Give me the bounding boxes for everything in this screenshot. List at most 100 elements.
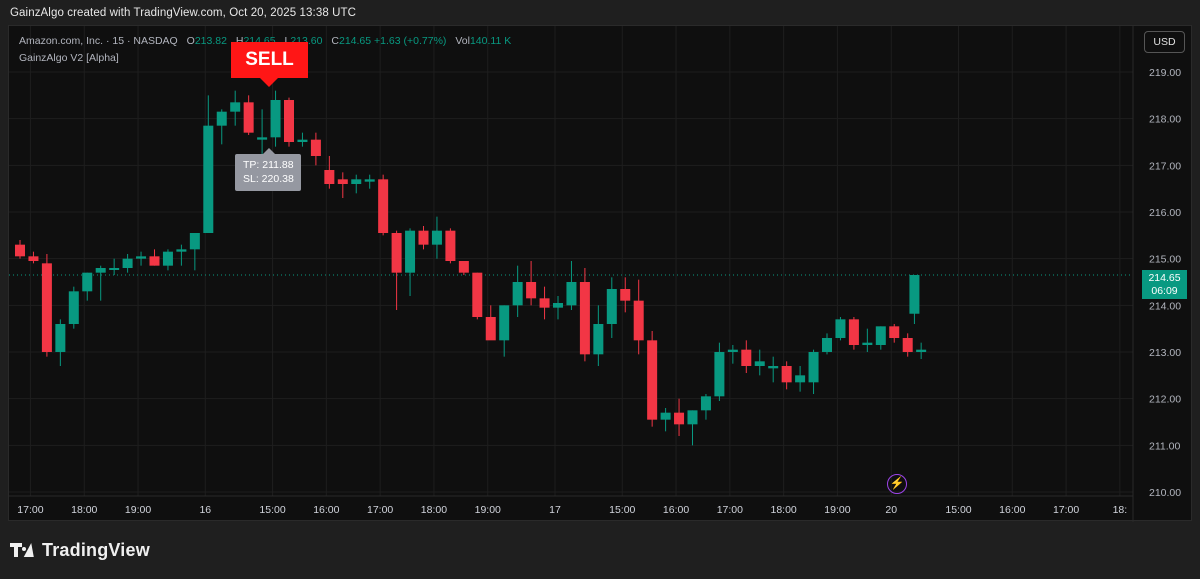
candle-body: [835, 319, 846, 338]
high-label: H: [235, 35, 244, 47]
candle-body: [754, 361, 765, 366]
volume-label: Vol: [455, 35, 470, 47]
candle-body: [378, 179, 389, 233]
candle-body: [55, 324, 66, 352]
candle-body: [822, 338, 832, 352]
y-tick-label: 211.00: [1149, 440, 1180, 452]
x-tick-label: 17:00: [717, 504, 743, 516]
x-tick-label: 17: [549, 504, 561, 516]
lightning-icon[interactable]: ⚡: [887, 474, 907, 494]
stop-loss-label: SL: 220.38: [243, 173, 294, 185]
take-profit-label: TP: 211.88: [243, 159, 294, 171]
candle-body: [445, 230, 456, 261]
candle-body: [808, 352, 819, 383]
candle-body: [230, 102, 241, 112]
candle-body: [593, 324, 604, 355]
tp-sl-pointer: [263, 148, 275, 154]
candle-body: [122, 258, 133, 268]
candle-body: [149, 256, 160, 266]
candle-body: [633, 300, 644, 341]
y-tick-label: 216.00: [1149, 207, 1181, 219]
candle-body: [405, 230, 416, 273]
x-tick-label: 19:00: [125, 504, 151, 516]
y-tick-label: 215.00: [1149, 254, 1181, 266]
candle-body: [95, 268, 106, 273]
last-price-value: 214.65: [1148, 272, 1181, 284]
close-value: 214.65: [338, 35, 372, 47]
candle-body: [741, 349, 752, 366]
candle-body: [162, 251, 173, 266]
candle-body: [916, 349, 927, 352]
y-tick-label: 210.00: [1149, 487, 1181, 499]
candle-body: [512, 282, 523, 306]
candle-body: [700, 396, 711, 411]
candle-body: [82, 272, 93, 292]
candle-body: [176, 249, 187, 252]
candle-body: [257, 137, 268, 140]
x-tick-label: 18:00: [71, 504, 97, 516]
candle-body: [499, 305, 510, 341]
x-tick-label: 19:00: [475, 504, 501, 516]
candle-body: [727, 349, 738, 352]
candle-body: [620, 289, 631, 301]
x-tick-label: 15:00: [609, 504, 635, 516]
symbol-label: Amazon.com, Inc. · 15 · NASDAQ: [19, 35, 178, 47]
x-tick-label: 16:00: [313, 504, 339, 516]
candle-body: [889, 326, 900, 338]
x-tick-label: 18:00: [421, 504, 447, 516]
volume-value: 140.11 K: [469, 35, 512, 47]
candle-body: [203, 125, 214, 233]
x-tick-label: 17:00: [17, 504, 43, 516]
y-tick-label: 213.00: [1149, 347, 1181, 359]
currency-button[interactable]: USD: [1144, 31, 1185, 53]
close-label: C: [331, 35, 339, 47]
candle-body: [364, 179, 375, 182]
y-tick-label: 219.00: [1149, 67, 1181, 79]
chart-attribution: GainzAlgo created with TradingView.com, …: [10, 7, 357, 19]
candle-body: [297, 139, 308, 142]
candle-body: [714, 352, 725, 397]
y-tick-label: 217.00: [1149, 160, 1181, 172]
chart-panel[interactable]: 210.00 211.00 212.00 213.00 214.00 215.00 216.…: [8, 25, 1193, 522]
x-tick-label: 15:00: [945, 504, 971, 516]
x-tick-label: 16: [199, 504, 211, 516]
candle-body: [284, 100, 294, 142]
x-tick-label: 18:: [1113, 504, 1128, 516]
indicator-label[interactable]: GainzAlgo V2 [Alpha]: [19, 52, 119, 64]
candle-body: [606, 289, 617, 324]
candle-body: [485, 317, 496, 341]
x-tick-label: 19:00: [824, 504, 850, 516]
candle-body: [539, 298, 550, 308]
candle-body: [337, 179, 348, 184]
candle-body: [795, 375, 806, 383]
candle-body: [41, 263, 52, 352]
y-tick-label: 214.00: [1149, 300, 1181, 312]
candle-body: [579, 282, 590, 355]
candle-body: [216, 111, 227, 126]
low-label: L: [284, 35, 291, 47]
sell-signal-label: SELL: [231, 42, 308, 78]
candle-body: [189, 233, 200, 250]
last-price-tag: 214.65 06:09: [1142, 270, 1187, 299]
tradingview-brand[interactable]: TradingView: [10, 540, 150, 561]
candle-body: [28, 256, 39, 261]
ohlc-legend: Amazon.com, Inc. · 15 · NASDAQ O213.82 H…: [19, 35, 511, 47]
candle-body: [566, 282, 577, 306]
x-tick-label: 16:00: [999, 504, 1025, 516]
candle-body: [848, 319, 859, 345]
open-label: O: [186, 35, 195, 47]
candle-body: [909, 275, 920, 314]
candle-body: [68, 291, 79, 324]
candle-body: [109, 268, 120, 270]
candle-body: [324, 170, 335, 184]
candlestick-chart[interactable]: 210.00 211.00 212.00 213.00 214.00 215.00 216.…: [9, 26, 1193, 522]
candle-body: [674, 412, 685, 425]
y-tick-label: 218.00: [1149, 114, 1181, 126]
candle-body: [391, 233, 402, 273]
candle-body: [875, 326, 886, 345]
bar-countdown: 06:09: [1151, 285, 1178, 297]
candle-body: [553, 303, 563, 308]
candle-body: [270, 100, 281, 138]
sell-signal-pointer: [260, 78, 278, 87]
tradingview-logo-icon: [10, 543, 38, 557]
